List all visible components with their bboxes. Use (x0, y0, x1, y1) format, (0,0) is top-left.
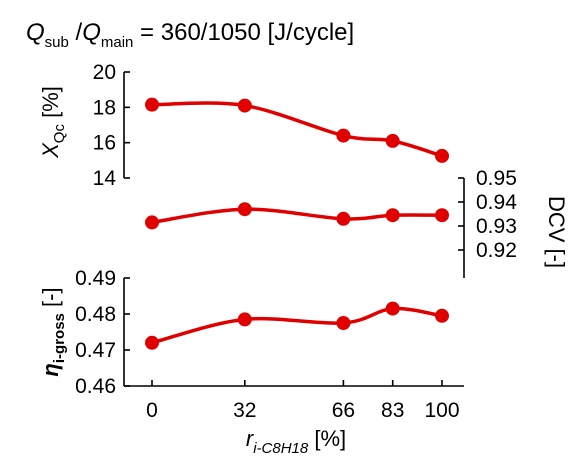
y-tick-label-xqc: 18 (93, 96, 116, 119)
data-point-dcv (336, 211, 351, 226)
y-tick-label-eta: 0.48 (75, 303, 116, 326)
data-point-dcv (385, 208, 400, 223)
series-line-dcv (151, 207, 443, 225)
x-tick-label: 83 (381, 399, 404, 422)
data-point-eta (385, 301, 400, 316)
data-point-xqc (237, 98, 252, 113)
data-point-dcv (145, 215, 159, 230)
series-line-eta (151, 306, 443, 345)
x-tick-label: 32 (233, 399, 256, 422)
y-tick-label-xqc: 20 (93, 61, 116, 84)
y-tick-label-xqc: 16 (93, 132, 116, 155)
series-line-xqc (151, 101, 443, 158)
y-tick-label-dcv: 0.93 (476, 215, 517, 238)
ylabel-eta: ηi-gross [-] (38, 287, 68, 376)
y-tick-label-dcv: 0.94 (476, 191, 517, 214)
chart-title: Qsub /Qmain = 360/1050 [J/cycle] (26, 19, 354, 51)
data-point-dcv (237, 202, 252, 217)
data-point-xqc (145, 97, 159, 112)
ylabel-dcv: DCV [-] (544, 196, 569, 268)
data-point-xqc (336, 128, 351, 143)
ylabel-xqc: XQc [%] (38, 86, 68, 159)
y-tick-label-eta: 0.49 (75, 267, 116, 290)
y-tick-label-eta: 0.46 (75, 375, 116, 398)
x-tick-label: 100 (424, 399, 459, 422)
x-tick-label: 66 (332, 399, 355, 422)
y-tick-label-dcv: 0.95 (476, 167, 517, 190)
data-point-eta (336, 316, 351, 330)
y-tick-label-dcv: 0.92 (476, 239, 517, 262)
xlabel: ri-C8H18 [%] (246, 426, 346, 457)
data-point-eta (145, 335, 159, 350)
data-point-xqc (385, 133, 400, 148)
x-tick-label: 0 (146, 399, 158, 422)
data-point-eta (435, 308, 449, 323)
data-point-eta (237, 312, 252, 327)
data-point-xqc (435, 148, 449, 163)
y-tick-label-eta: 0.47 (75, 339, 116, 362)
y-tick-label-xqc: 14 (93, 167, 117, 190)
data-point-dcv (435, 208, 449, 223)
